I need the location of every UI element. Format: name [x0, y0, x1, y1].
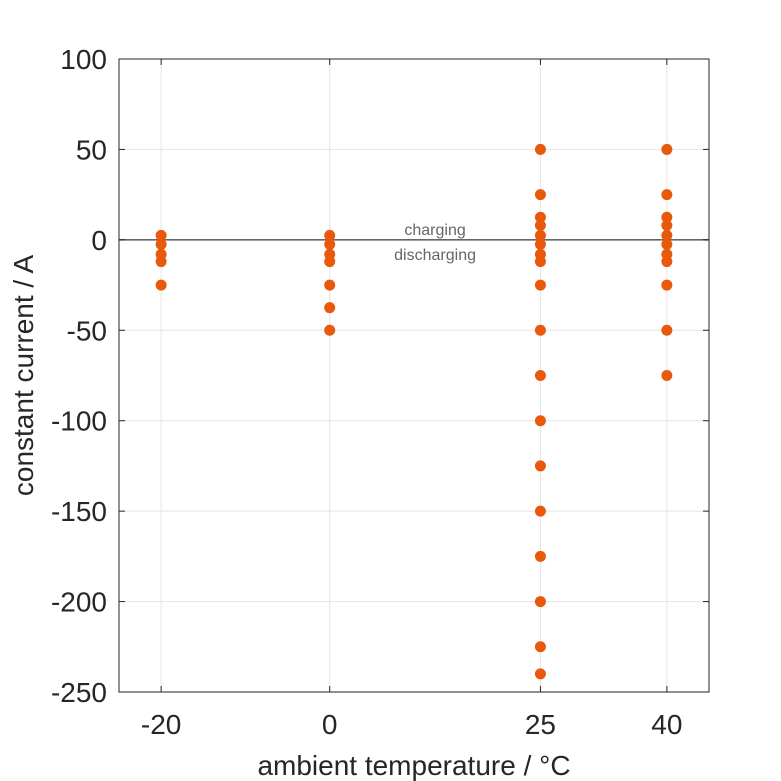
data-point [534, 143, 546, 155]
data-point [324, 279, 336, 291]
x-tick-label: 0 [322, 709, 338, 740]
data-points [155, 143, 673, 680]
data-point [661, 219, 673, 231]
annotation-discharging: discharging [394, 247, 476, 264]
data-point [534, 668, 546, 680]
plot-frame [118, 58, 710, 693]
data-point [534, 219, 546, 231]
data-point [324, 324, 336, 336]
data-point [534, 415, 546, 427]
data-point [534, 550, 546, 562]
y-tick-label: -150 [51, 496, 107, 527]
y-tick-label: 100 [60, 44, 107, 75]
x-tick-label: 25 [525, 709, 556, 740]
data-point [534, 211, 546, 223]
data-point [155, 238, 167, 250]
data-point [534, 256, 546, 268]
data-point [534, 229, 546, 241]
data-point [534, 460, 546, 472]
data-point [534, 505, 546, 517]
x-tick-label: -20 [141, 709, 181, 740]
y-tick-label: 50 [76, 134, 107, 165]
y-tick-label: -50 [67, 315, 107, 346]
data-point [324, 302, 336, 314]
x-axis-label: ambient temperature / °C [257, 750, 570, 781]
data-point [534, 370, 546, 381]
y-tick-label: -100 [51, 406, 107, 437]
data-point [661, 238, 673, 250]
data-point [534, 238, 546, 250]
data-point [155, 256, 167, 268]
data-point [155, 229, 167, 241]
data-point [324, 256, 336, 268]
data-point [324, 229, 336, 241]
data-point [534, 324, 546, 336]
annotation-charging: charging [404, 222, 465, 239]
y-tick-label: 0 [91, 225, 107, 256]
data-point [661, 211, 673, 223]
data-point [534, 189, 546, 201]
data-point [661, 256, 673, 268]
grid-lines [119, 58, 709, 693]
data-point [534, 596, 546, 608]
data-point [661, 189, 673, 201]
y-axis-label: constant current / A [8, 255, 39, 497]
data-point [661, 324, 673, 336]
data-point [661, 143, 673, 155]
data-point [155, 279, 167, 291]
y-tick-label: -200 [51, 587, 107, 618]
y-tick-label: -250 [51, 677, 107, 708]
data-point [661, 229, 673, 241]
data-point [534, 641, 546, 653]
data-point [324, 238, 336, 250]
data-point [661, 279, 673, 291]
data-point [661, 370, 673, 381]
x-tick-label: 40 [651, 709, 682, 740]
data-point [534, 279, 546, 291]
